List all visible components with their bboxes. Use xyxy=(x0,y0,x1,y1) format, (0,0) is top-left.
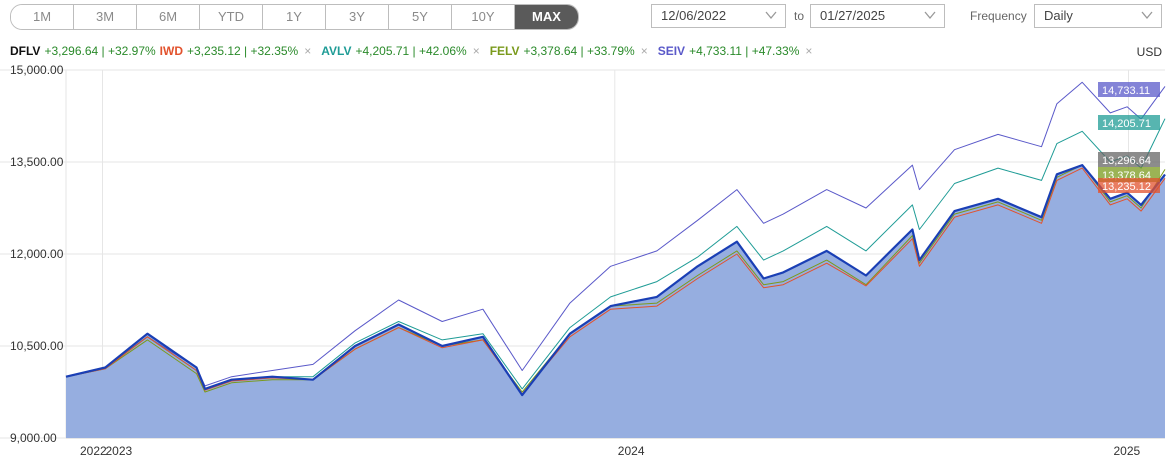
legend-item-seiv: SEIV +4,733.11 | +47.33% × xyxy=(658,44,819,58)
remove-series-icon[interactable]: × xyxy=(805,44,813,58)
chevron-down-icon xyxy=(1141,11,1153,20)
end-value-tag-iwd xyxy=(1098,178,1160,193)
range-button-6m[interactable]: 6M xyxy=(137,5,200,29)
y-tick-label: 9,000.00 xyxy=(10,431,57,445)
range-button-1y[interactable]: 1Y xyxy=(263,5,326,29)
x-tick-label: 2022 xyxy=(80,444,107,458)
range-button-10y[interactable]: 10Y xyxy=(452,5,515,29)
start-date-value: 12/06/2022 xyxy=(661,8,727,23)
remove-series-icon[interactable]: × xyxy=(472,44,480,58)
end-date-picker[interactable]: 01/27/2025 xyxy=(810,4,945,28)
legend-change: +3,235.12 | +32.35% xyxy=(187,44,299,58)
y-tick-label: 10,500.00 xyxy=(10,339,64,353)
start-date-picker[interactable]: 12/06/2022 xyxy=(651,4,786,28)
currency-label: USD xyxy=(1136,45,1162,59)
legend-item-avlv: AVLV +4,205.71 | +42.06% × xyxy=(321,44,485,58)
legend-ticker: AVLV xyxy=(321,44,352,58)
legend-change: +3,378.64 | +33.79% xyxy=(523,44,635,58)
end-value-tag-dflv xyxy=(1098,152,1160,167)
series-line-iwd[interactable] xyxy=(65,167,1166,395)
frequency-value: Daily xyxy=(1044,8,1073,23)
range-button-5y[interactable]: 5Y xyxy=(389,5,452,29)
end-value-label-seiv: 14,733.11 xyxy=(1102,85,1150,97)
y-tick-label: 15,000.00 xyxy=(10,63,64,77)
legend-change: +4,733.11 | +47.33% xyxy=(689,44,800,58)
end-value-label-avlv: 14,205.71 xyxy=(1102,118,1151,130)
legend-change: +3,296.64 | +32.97% xyxy=(44,44,156,58)
chevron-down-icon xyxy=(765,11,777,20)
legend-ticker: FELV xyxy=(489,44,520,58)
legend-ticker: DFLV xyxy=(10,44,41,58)
x-tick-label: 2023 xyxy=(105,444,132,458)
chevron-down-icon xyxy=(924,11,936,20)
legend-ticker: IWD xyxy=(159,44,183,58)
range-button-ytd[interactable]: YTD xyxy=(200,5,263,29)
range-button-3m[interactable]: 3M xyxy=(74,5,137,29)
legend-change: +4,205.71 | +42.06% xyxy=(355,44,467,58)
remove-series-icon[interactable]: × xyxy=(640,44,648,58)
end-date-value: 01/27/2025 xyxy=(820,8,886,23)
legend-item-dflv: DFLV +3,296.64 | +32.97% xyxy=(10,44,156,58)
range-button-1m[interactable]: 1M xyxy=(11,5,74,29)
legend-item-iwd: IWD +3,235.12 | +32.35% × xyxy=(160,44,318,58)
y-tick-label: 12,000.00 xyxy=(10,247,64,261)
x-tick-label: 2025 xyxy=(1114,444,1141,458)
y-tick-label: 13,500.00 xyxy=(10,155,64,169)
chart-legend: DFLV +3,296.64 | +32.97% IWD +3,235.12 | +3… xyxy=(10,44,822,60)
series-line-seiv[interactable] xyxy=(65,81,1166,387)
end-value-tag-seiv xyxy=(1098,82,1160,97)
range-button-3y[interactable]: 3Y xyxy=(326,5,389,29)
frequency-label: Frequency xyxy=(970,9,1027,23)
range-button-max[interactable]: MAX xyxy=(515,5,578,29)
range-selector: 1M 3M 6M YTD 1Y 3Y 5Y 10Y MAX xyxy=(10,4,579,30)
remove-series-icon[interactable]: × xyxy=(304,44,312,58)
toolbar: 1M 3M 6M YTD 1Y 3Y 5Y 10Y MAX 12/06/2022 to 01/2… xyxy=(0,0,1171,34)
to-label: to xyxy=(794,9,805,23)
end-value-label-iwd: 13,235.12 xyxy=(1102,181,1151,193)
legend-item-felv: FELV +3,378.64 | +33.79% × xyxy=(490,44,654,58)
series-line-dflv[interactable] xyxy=(65,164,1166,397)
legend-ticker: SEIV xyxy=(657,44,686,58)
x-tick-label: 2024 xyxy=(618,444,645,458)
dflv-area xyxy=(66,165,1165,438)
frequency-select[interactable]: Daily xyxy=(1034,4,1162,28)
end-value-label-dflv: 13,296.64 xyxy=(1102,155,1151,167)
end-value-tag-avlv xyxy=(1098,115,1160,130)
